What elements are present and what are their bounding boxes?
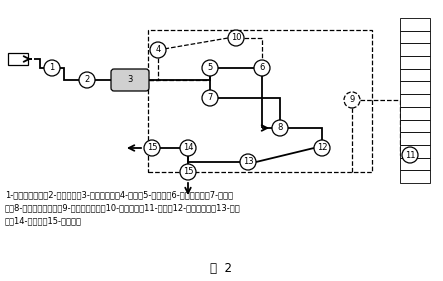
Bar bbox=[400, 81, 430, 94]
Circle shape bbox=[344, 92, 360, 108]
Circle shape bbox=[254, 60, 270, 76]
Text: 2: 2 bbox=[84, 76, 89, 85]
Circle shape bbox=[144, 140, 160, 156]
Text: 12: 12 bbox=[317, 144, 327, 153]
Bar bbox=[400, 43, 430, 56]
Text: 14: 14 bbox=[183, 144, 193, 153]
Bar bbox=[400, 18, 430, 31]
Text: 13: 13 bbox=[243, 157, 253, 167]
Circle shape bbox=[240, 154, 256, 170]
Circle shape bbox=[314, 140, 330, 156]
Bar bbox=[400, 132, 430, 145]
Circle shape bbox=[402, 147, 418, 163]
Circle shape bbox=[202, 90, 218, 106]
Bar bbox=[400, 158, 430, 170]
Bar bbox=[400, 170, 430, 183]
Text: 9: 9 bbox=[350, 96, 355, 105]
Circle shape bbox=[180, 164, 196, 180]
Circle shape bbox=[202, 60, 218, 76]
Text: 1: 1 bbox=[49, 64, 54, 72]
Bar bbox=[400, 94, 430, 107]
Circle shape bbox=[180, 140, 196, 156]
Text: 1-湿污泥储存槽；2-输送皮带；3-旋转干燥机；4-风机；5-粉碎机；6-干污泥料仓；7-混合料: 1-湿污泥储存槽；2-输送皮带；3-旋转干燥机；4-风机；5-粉碎机；6-干污泥… bbox=[5, 190, 233, 199]
Bar bbox=[8, 53, 28, 65]
Bar bbox=[400, 69, 430, 81]
Bar bbox=[400, 31, 430, 43]
Text: 3: 3 bbox=[127, 76, 133, 85]
Bar bbox=[400, 107, 430, 119]
Text: 仓；8-循环流化床锅炉；9-烟气净化系统；10-烟气管道；11-烟囱；12-高温碱焙炉；13-酸洗: 仓；8-循环流化床锅炉；9-烟气净化系统；10-烟气管道；11-烟囱；12-高温… bbox=[5, 203, 241, 212]
Circle shape bbox=[44, 60, 60, 76]
Text: 15: 15 bbox=[147, 144, 157, 153]
Circle shape bbox=[79, 72, 95, 88]
Text: 5: 5 bbox=[207, 64, 213, 72]
Bar bbox=[400, 56, 430, 69]
Circle shape bbox=[150, 42, 166, 58]
Text: 7: 7 bbox=[207, 94, 213, 103]
Text: 10: 10 bbox=[231, 33, 241, 42]
Circle shape bbox=[272, 120, 288, 136]
Text: 6: 6 bbox=[259, 64, 264, 72]
Text: 图  2: 图 2 bbox=[210, 262, 233, 275]
Text: 4: 4 bbox=[155, 46, 161, 55]
Text: 8: 8 bbox=[277, 124, 283, 133]
Circle shape bbox=[228, 30, 244, 46]
Bar bbox=[400, 119, 430, 132]
Text: 池；14-碱洗池；15-干燥器；: 池；14-碱洗池；15-干燥器； bbox=[5, 216, 82, 225]
Text: 15: 15 bbox=[183, 167, 193, 176]
FancyBboxPatch shape bbox=[111, 69, 149, 91]
Bar bbox=[148, 30, 372, 172]
Bar bbox=[400, 145, 430, 158]
Text: 11: 11 bbox=[405, 151, 415, 160]
